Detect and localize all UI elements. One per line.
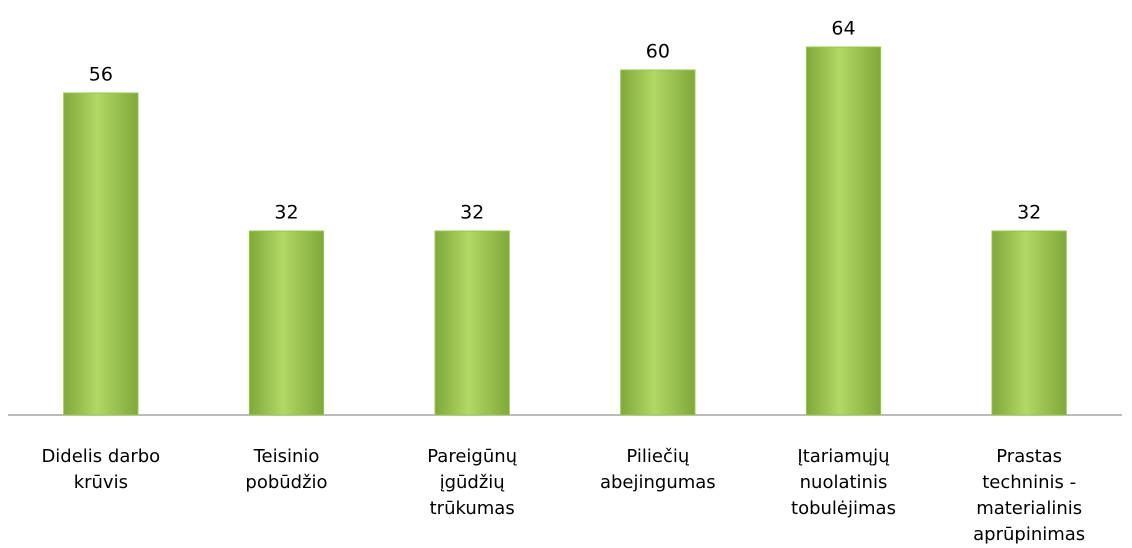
- x-tick-label: Įtariamųjų nuolatinis tobulėjimas: [791, 446, 896, 519]
- bar: [620, 69, 696, 416]
- x-tick-label: Didelis darbo krūvis: [41, 446, 161, 493]
- x-tick-label: Prastas techninis - materialinis aprūpin…: [973, 446, 1086, 545]
- data-label: 60: [646, 41, 670, 63]
- x-tick-label: Teisinio pobūdžio: [245, 446, 328, 493]
- bar: [434, 230, 510, 416]
- bar: [63, 92, 139, 416]
- data-label: 32: [460, 202, 484, 224]
- data-label: 56: [89, 64, 113, 86]
- data-label: 32: [274, 202, 298, 224]
- bar: [805, 46, 882, 416]
- bar: [991, 230, 1067, 416]
- bar: [248, 230, 325, 416]
- data-label: 32: [1017, 202, 1041, 224]
- x-tick-label: Piliečių abejingumas: [599, 446, 716, 493]
- data-label: 64: [831, 18, 855, 40]
- x-tick-label: Pareigūnų įgūdžių trūkumas: [427, 446, 518, 519]
